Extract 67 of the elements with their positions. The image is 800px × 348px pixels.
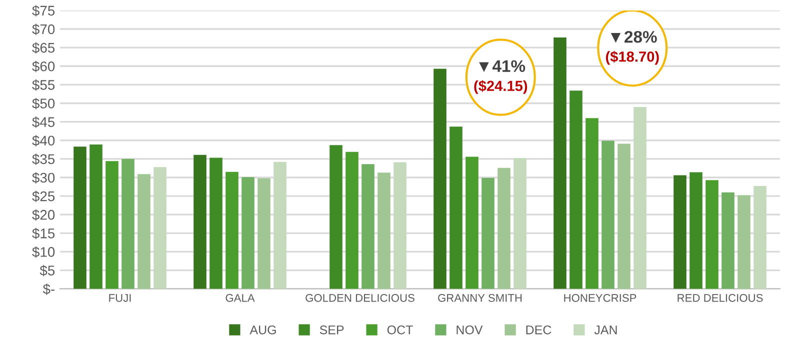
bar [378,172,390,289]
bar [514,158,526,289]
bar [674,175,686,289]
y-tick-label: $10 [32,246,55,258]
y-tick-label: $25 [32,190,55,202]
bar [138,174,150,289]
bar [242,177,254,289]
bar [498,168,510,289]
annotation: ($18.70) [606,50,659,65]
y-tick-label: $70 [32,24,55,35]
bar [586,118,598,289]
bar [274,162,286,289]
legend-label: SEP [320,325,344,334]
bar [482,178,494,289]
bar [602,140,614,289]
y-tick-label: $75 [32,5,55,16]
bar [434,68,446,289]
y-tick-label: $55 [32,79,55,91]
x-tick-label: HONEYCRISP [564,294,636,302]
bar [210,158,222,289]
y-tick-label: $40 [32,135,55,146]
x-tick-label: GOLDEN DELICIOUS [306,294,414,302]
bar [690,172,702,289]
bar [570,90,582,289]
bar [738,195,750,289]
legend-label: OCT [387,325,413,334]
bar [122,158,134,289]
legend-label: JAN [594,326,617,334]
legend-label: NOV [456,325,483,334]
y-tick-label: $50 [32,98,55,110]
bar [722,192,734,289]
bar [106,161,118,289]
bar [634,106,646,289]
bar [154,167,166,289]
bar [466,156,478,289]
y-tick-label: $5 [40,265,55,276]
bar [194,154,206,289]
bar [226,172,238,289]
annotation: ▼41% [479,60,526,72]
y-tick-label: $45 [32,116,55,128]
bar [258,178,270,289]
bar [346,152,358,289]
x-tick-label: FUJI [109,294,131,302]
bar [618,144,630,289]
bar [74,146,86,289]
y-tick-label: $15 [32,228,55,240]
bar [90,144,102,289]
y-tick-label: $60 [32,60,55,72]
y-tick-label: $20 [32,209,55,221]
y-tick-label: $30 [32,172,55,184]
bar [330,145,342,289]
x-tick-label: GRANNY SMITH [438,294,522,302]
annotation: ▼28% [610,30,657,43]
bar [394,162,406,289]
annotation: ($24.15) [474,80,528,94]
bar [706,180,718,289]
bar [362,164,374,289]
x-tick-label: RED DELICIOUS [678,294,763,302]
y-tick-label: $65 [32,42,55,54]
bar [554,38,566,289]
bar [754,186,766,289]
bar [450,126,462,289]
y-tick-label: $35 [32,154,55,165]
legend-label: DEC [526,325,552,334]
x-tick-label: GALA [226,294,255,302]
legend-label: AUG [250,325,276,334]
y-tick-label: $- [42,284,55,295]
